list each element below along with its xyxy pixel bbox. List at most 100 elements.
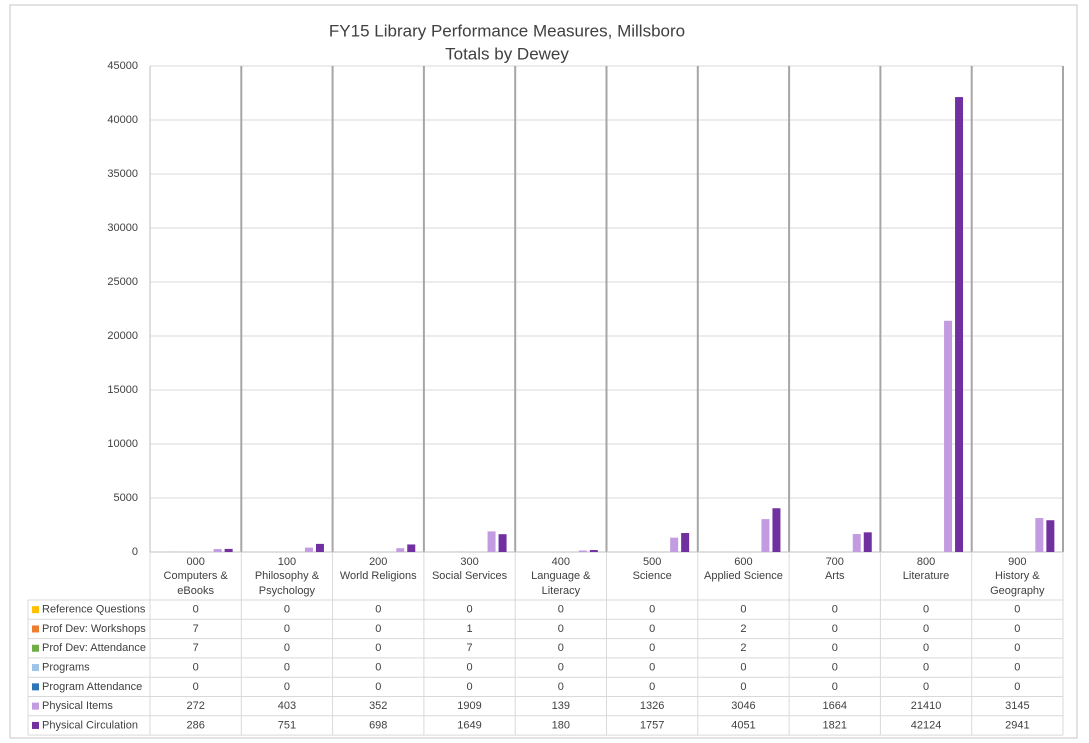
table-value: 0 [832,623,838,635]
category-code: 600 [734,556,753,568]
table-value: 0 [1014,604,1020,616]
chart-title: FY15 Library Performance Measures, Mills… [329,21,685,40]
table-value: 0 [558,661,564,673]
table-value: 0 [832,661,838,673]
table-value: 3046 [731,700,755,712]
legend-key [32,625,39,633]
table-value: 2 [740,623,746,635]
y-tick-label: 5000 [114,492,138,504]
table-value: 0 [558,681,564,693]
table-value: 0 [923,604,929,616]
legend-key [32,683,39,691]
category-code: 100 [277,556,297,568]
y-tick-label: 15000 [107,384,138,396]
category-code: 300 [460,556,479,568]
category-name: Arts [824,570,845,582]
bar [670,537,679,552]
table-value: 0 [923,642,929,654]
category-code: 000 [186,556,205,568]
table-value: 0 [193,661,199,673]
legend-label: Program Attendance [42,681,142,693]
table-value: 7 [193,623,199,635]
category-name: World Religions [339,570,417,582]
legend-key [32,721,39,729]
bar [863,532,872,552]
table-value: 0 [740,604,746,616]
bar [213,549,222,552]
bar [1035,518,1044,552]
category-name: History & Geography [990,570,1045,597]
legend-key [32,606,39,614]
table-value: 2941 [1005,719,1029,731]
category-name: Language & Literacy [531,570,591,597]
category-code: 800 [916,556,936,568]
legend-label: Reference Questions [42,604,146,616]
bar [944,320,953,552]
table-value: 0 [558,604,564,616]
table-value: 403 [278,700,296,712]
table-value: 0 [284,681,290,693]
bar [304,547,313,552]
legend-key [32,664,39,672]
table-value: 0 [284,604,290,616]
table-value: 0 [466,604,472,616]
bar [772,508,781,552]
table-value: 0 [466,681,472,693]
table-value: 0 [740,661,746,673]
legend-label: Physical Circulation [42,719,138,731]
table-value: 0 [923,681,929,693]
table-value: 0 [193,604,199,616]
y-tick-label: 20000 [107,330,138,342]
legend-key [32,644,39,652]
category-code: 900 [1008,556,1027,568]
category-name: Computers & eBooks [163,570,228,597]
category-code: 400 [551,556,571,568]
table-value: 0 [284,661,290,673]
table-value: 0 [923,623,929,635]
table-value: 1326 [640,700,664,712]
table-value: 0 [1014,681,1020,693]
y-tick-label: 25000 [107,276,138,288]
bar [852,534,861,552]
legend-key [32,702,39,710]
table-value: 0 [558,642,564,654]
category-name: Science [632,570,672,582]
table-value: 4051 [731,719,755,731]
category-code: 200 [369,556,388,568]
table-value: 0 [1014,623,1020,635]
table-value: 1649 [457,719,481,731]
table-value: 0 [1014,661,1020,673]
category-name: Philosophy & Psychology [254,570,320,597]
legend-label: Programs [42,661,90,673]
legend-label: Prof Dev: Workshops [42,623,146,635]
bar [681,533,690,552]
y-tick-label: 10000 [107,438,138,450]
table-value: 0 [375,604,381,616]
chart-border [9,4,1078,739]
bar [589,550,598,552]
bar [487,531,496,552]
table-value: 0 [832,681,838,693]
table-value: 0 [375,661,381,673]
table-value: 0 [558,623,564,635]
table-value: 21410 [911,700,942,712]
bar [315,543,324,552]
table-value: 0 [923,661,929,673]
table-value: 0 [284,623,290,635]
table-value: 0 [375,642,381,654]
table-value: 3145 [1005,700,1029,712]
table-value: 180 [552,719,570,731]
table-value: 0 [1014,642,1020,654]
table-value: 7 [193,642,199,654]
legend-label: Prof Dev: Attendance [42,642,146,654]
bar [761,519,770,552]
table-value: 1757 [640,719,664,731]
chart-subtitle: Totals by Dewey [445,44,569,63]
table-value: 272 [186,700,204,712]
table-value: 0 [740,681,746,693]
y-tick-label: 30000 [107,222,138,234]
y-tick-label: 45000 [107,60,138,72]
table-value: 0 [649,681,655,693]
table-value: 0 [466,661,472,673]
